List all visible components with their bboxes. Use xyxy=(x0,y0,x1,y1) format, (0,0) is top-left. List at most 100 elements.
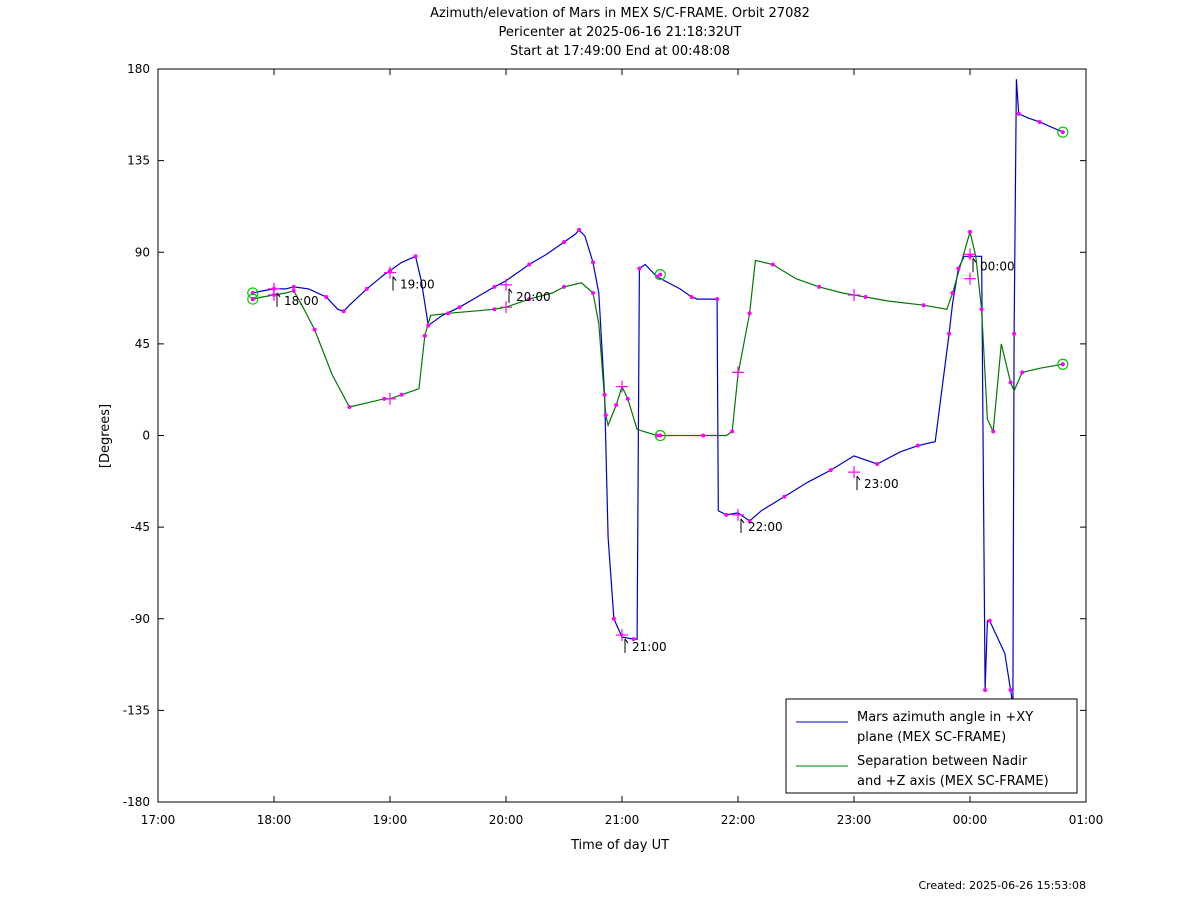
y-tick-label: 180 xyxy=(127,62,150,76)
endpoint-dot xyxy=(658,272,663,277)
annotation-label: 18:00 xyxy=(284,294,319,308)
data-point xyxy=(399,392,404,397)
legend-label-azimuth-2: plane (MEX SC-FRAME) xyxy=(857,730,1006,745)
series-line-separation xyxy=(252,229,1063,437)
annotation-arrow xyxy=(740,518,745,524)
y-tick-label: -135 xyxy=(123,703,150,717)
x-tick-label: 22:00 xyxy=(721,813,756,827)
data-point xyxy=(921,303,926,308)
data-point xyxy=(527,297,532,302)
data-point xyxy=(341,309,346,314)
endpoint-marker xyxy=(247,293,259,305)
endpoint-dot xyxy=(658,433,663,438)
x-tick-label: 23:00 xyxy=(837,813,872,827)
data-point xyxy=(422,333,427,338)
legend-label-separation-2: and +Z axis (MEX SC-FRAME) xyxy=(857,774,1049,789)
endpoint-marker xyxy=(1057,126,1069,138)
series-line-azimuth xyxy=(252,79,1064,707)
data-point xyxy=(492,307,497,312)
annotation-arrow xyxy=(972,257,977,263)
annotation-arrow xyxy=(856,475,861,481)
annotation-arrow xyxy=(508,288,513,294)
hour-markers xyxy=(268,248,976,642)
y-tick-labels: 180 135 90 45 0 -45 -90 -135 -180 xyxy=(123,62,150,809)
endpoint-marker xyxy=(654,429,666,442)
annotation-label: 00:00 xyxy=(980,259,1015,273)
data-point xyxy=(782,494,787,499)
data-point xyxy=(637,266,642,271)
endpoint-marker xyxy=(1057,358,1069,370)
data-point xyxy=(457,305,462,310)
axis-ticks xyxy=(157,68,1087,803)
legend-box xyxy=(785,698,1078,794)
data-point xyxy=(828,468,833,473)
data-point xyxy=(324,295,329,300)
data-point xyxy=(591,290,595,295)
y-tick-label: -90 xyxy=(130,612,150,626)
data-point xyxy=(979,307,984,312)
x-tick-label: 01:00 xyxy=(1069,813,1104,827)
data-point xyxy=(956,266,961,271)
annotation-arrow xyxy=(624,638,629,644)
series-lines xyxy=(252,79,1064,707)
annotation-label: 21:00 xyxy=(632,640,667,654)
data-point xyxy=(562,284,566,289)
data-point xyxy=(987,618,992,623)
data-point xyxy=(1037,119,1042,124)
data-point xyxy=(701,433,706,438)
annotation-label: 19:00 xyxy=(400,278,435,292)
data-point xyxy=(950,290,955,295)
legend-label-separation-1: Separation between Nadir xyxy=(857,754,1028,769)
data-point xyxy=(577,227,582,232)
data-point xyxy=(1020,370,1025,375)
y-tick-label: 0 xyxy=(142,429,150,443)
data-point xyxy=(715,297,720,302)
data-point xyxy=(770,262,775,267)
data-point xyxy=(991,429,996,434)
plot-area xyxy=(157,68,1087,803)
data-point xyxy=(312,327,317,332)
data-point xyxy=(603,413,608,418)
data-point xyxy=(614,402,619,407)
data-point xyxy=(947,331,952,336)
data-point xyxy=(1008,688,1013,693)
data-point xyxy=(983,688,988,693)
data-point xyxy=(1008,380,1013,385)
legend-label-azimuth-1: Mars azimuth angle in +XY xyxy=(857,710,1033,725)
endpoint-dot xyxy=(250,297,255,302)
annotation-label: 22:00 xyxy=(748,520,783,534)
y-tick-label: -180 xyxy=(123,795,150,809)
endpoint-dot xyxy=(1060,362,1065,367)
legend: Mars azimuth angle in +XY plane (MEX SC-… xyxy=(785,698,1078,794)
y-tick-label: -45 xyxy=(130,520,150,534)
x-tick-label: 21:00 xyxy=(605,813,640,827)
title-line-3: Start at 17:49:00 End at 00:48:08 xyxy=(510,44,730,59)
data-point xyxy=(492,284,497,289)
y-axis-label: [Degrees] xyxy=(98,404,113,468)
data-point xyxy=(291,284,296,289)
data-point xyxy=(747,311,752,316)
data-point xyxy=(527,262,532,267)
title-line-2: Pericenter at 2025-06-16 21:18:32UT xyxy=(498,25,741,40)
data-point xyxy=(1016,111,1021,116)
chart-title: Azimuth/elevation of Mars in MEX S/C-FRA… xyxy=(430,6,810,59)
annotation-label: 23:00 xyxy=(864,477,899,491)
x-tick-label: 18:00 xyxy=(257,813,292,827)
data-point xyxy=(602,392,607,397)
data-point xyxy=(747,519,752,524)
data-point xyxy=(413,254,418,259)
data-point xyxy=(291,288,296,293)
y-tick-label: 135 xyxy=(127,154,150,168)
annotation-arrow xyxy=(276,292,281,298)
data-point xyxy=(1012,331,1017,336)
data-point xyxy=(364,286,369,291)
x-tick-label: 20:00 xyxy=(489,813,524,827)
x-axis-label: Time of day UT xyxy=(570,838,669,853)
data-point xyxy=(875,462,880,467)
data-point xyxy=(625,396,630,401)
title-line-1: Azimuth/elevation of Mars in MEX S/C-FRA… xyxy=(430,6,810,21)
endpoint-marker xyxy=(654,269,666,281)
data-point xyxy=(817,284,822,289)
data-point xyxy=(915,443,920,448)
data-point xyxy=(347,404,352,409)
